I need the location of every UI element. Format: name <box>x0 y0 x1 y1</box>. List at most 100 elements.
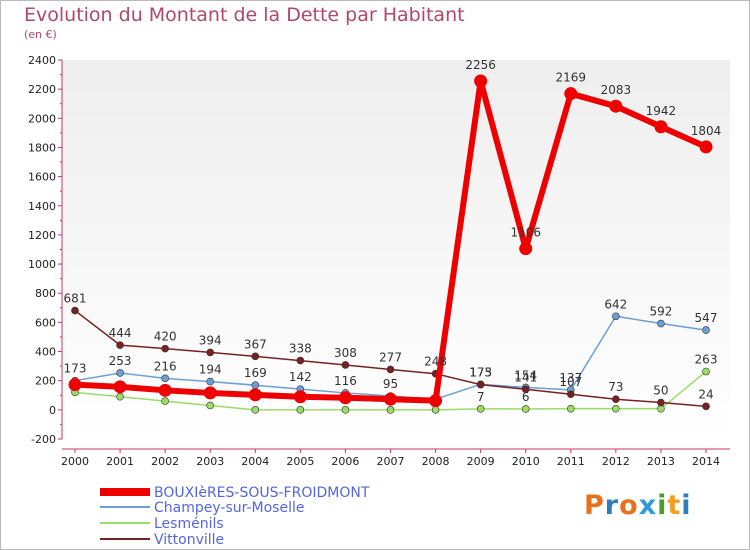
series-2-point <box>251 381 260 390</box>
series-4-point <box>296 356 305 365</box>
x-tick-label: 2004 <box>241 455 269 468</box>
series-2-data-label: 175 <box>469 365 492 379</box>
series-4-data-label: 73 <box>608 380 623 394</box>
chart-subtitle: (en €) <box>24 28 57 41</box>
y-tick-label: 600 <box>35 316 56 329</box>
series-2-point <box>612 312 620 321</box>
series-2-point <box>116 369 124 377</box>
x-tick-label: 2007 <box>377 455 405 468</box>
series-3-point <box>386 406 395 414</box>
series-4-data-label: 338 <box>289 342 312 356</box>
series-4-point <box>566 390 575 399</box>
series-4-data-label: 367 <box>244 337 267 351</box>
y-tick-label: 400 <box>35 346 56 359</box>
series-3-point <box>521 405 530 413</box>
series-1-point <box>429 394 443 408</box>
legend-label-3: Lesménils <box>154 516 224 532</box>
y-tick-label: 2200 <box>28 83 56 96</box>
series-4-point <box>521 385 530 394</box>
series-3-data-label: 7 <box>477 390 485 404</box>
series-3-point <box>566 404 575 413</box>
x-tick-label: 2002 <box>151 455 179 468</box>
series-3-data-label: 6 <box>522 390 530 404</box>
series-1-data-label: 1106 <box>510 226 541 240</box>
series-4-data-label: 394 <box>199 333 222 347</box>
legend-label-1: BOUXIèRES-SOUS-FROIDMONT <box>154 485 370 501</box>
series-1-point <box>384 392 397 406</box>
series-2-data-label: 642 <box>604 297 627 311</box>
x-tick-label: 2000 <box>61 455 89 468</box>
legend-label-4: Vittonville <box>154 532 224 548</box>
series-4-point <box>657 398 665 407</box>
series-3-point <box>431 406 440 414</box>
series-1-data-label: 2083 <box>601 83 632 97</box>
y-tick-label: -200 <box>31 433 56 446</box>
y-tick-label: 0 <box>49 404 56 417</box>
series-1-point <box>519 242 533 256</box>
y-tick-label: 800 <box>35 287 56 300</box>
y-tick-label: 1200 <box>28 229 56 242</box>
x-tick-label: 2006 <box>331 455 359 468</box>
y-tick-label: 1800 <box>28 141 56 154</box>
series-2-data-label: 592 <box>649 305 672 319</box>
series-2-data-label: 154 <box>514 368 537 382</box>
series-4-data-label: 50 <box>653 384 668 398</box>
x-tick-label: 2003 <box>196 455 224 468</box>
plot-area <box>62 60 730 440</box>
series-4-point <box>71 306 79 315</box>
series-4-data-label: 173 <box>469 366 492 380</box>
series-1-point <box>474 74 488 88</box>
series-4-data-label: 308 <box>334 346 357 360</box>
series-4-point <box>612 395 620 404</box>
series-1-point <box>699 140 713 154</box>
series-2-point <box>657 319 665 328</box>
series-4-data-label: 24 <box>698 387 713 401</box>
series-4-point <box>702 402 710 411</box>
y-tick-label: 200 <box>35 375 56 388</box>
series-4-point <box>476 380 485 389</box>
series-3-data-label: 263 <box>695 353 718 367</box>
series-1-point <box>203 386 217 400</box>
x-tick-label: 2005 <box>286 455 314 468</box>
series-4-point <box>341 361 350 369</box>
series-3-point <box>296 406 305 414</box>
x-tick-label: 2011 <box>557 455 585 468</box>
y-tick-label: 1600 <box>28 171 56 184</box>
y-tick-label: 2000 <box>28 112 56 125</box>
series-3-point <box>476 405 485 413</box>
series-2-data-label: 253 <box>109 354 132 368</box>
series-2-data-label: 137 <box>559 371 582 385</box>
series-4-data-label: 248 <box>424 355 447 369</box>
series-4-point <box>386 365 395 374</box>
legend-label-2: Champey-sur-Moselle <box>154 500 304 516</box>
proxiti-logo: Proxiti <box>584 490 692 521</box>
series-4-point <box>161 344 169 353</box>
x-tick-label: 2010 <box>512 455 540 468</box>
series-3-point <box>251 406 260 414</box>
series-4-point <box>206 348 215 357</box>
series-4-data-label: 141 <box>514 370 537 384</box>
series-2-data-label: 169 <box>244 366 267 380</box>
series-3-point <box>161 397 169 405</box>
x-tick-label: 2001 <box>106 455 134 468</box>
series-4-point <box>251 352 260 361</box>
y-tick-label: 2400 <box>28 54 56 67</box>
series-1-point <box>248 388 262 402</box>
series-4-data-label: 444 <box>109 326 132 340</box>
series-4-data-label: 420 <box>154 330 177 344</box>
series-2-point <box>702 326 710 334</box>
series-1-data-label: 1942 <box>646 104 677 118</box>
series-4-data-label: 107 <box>559 375 582 389</box>
chart-title: Evolution du Montant de la Dette par Hab… <box>24 4 465 26</box>
series-3-point <box>612 404 620 413</box>
x-tick-label: 2013 <box>647 455 675 468</box>
series-1-point <box>293 390 307 404</box>
series-1-point <box>158 383 172 397</box>
series-3-point <box>206 401 215 410</box>
series-4-point <box>116 341 124 349</box>
series-2-data-label: 95 <box>383 377 398 391</box>
y-tick-label: 1000 <box>28 258 56 271</box>
x-tick-label: 2008 <box>422 455 450 468</box>
series-1-point <box>654 120 668 134</box>
